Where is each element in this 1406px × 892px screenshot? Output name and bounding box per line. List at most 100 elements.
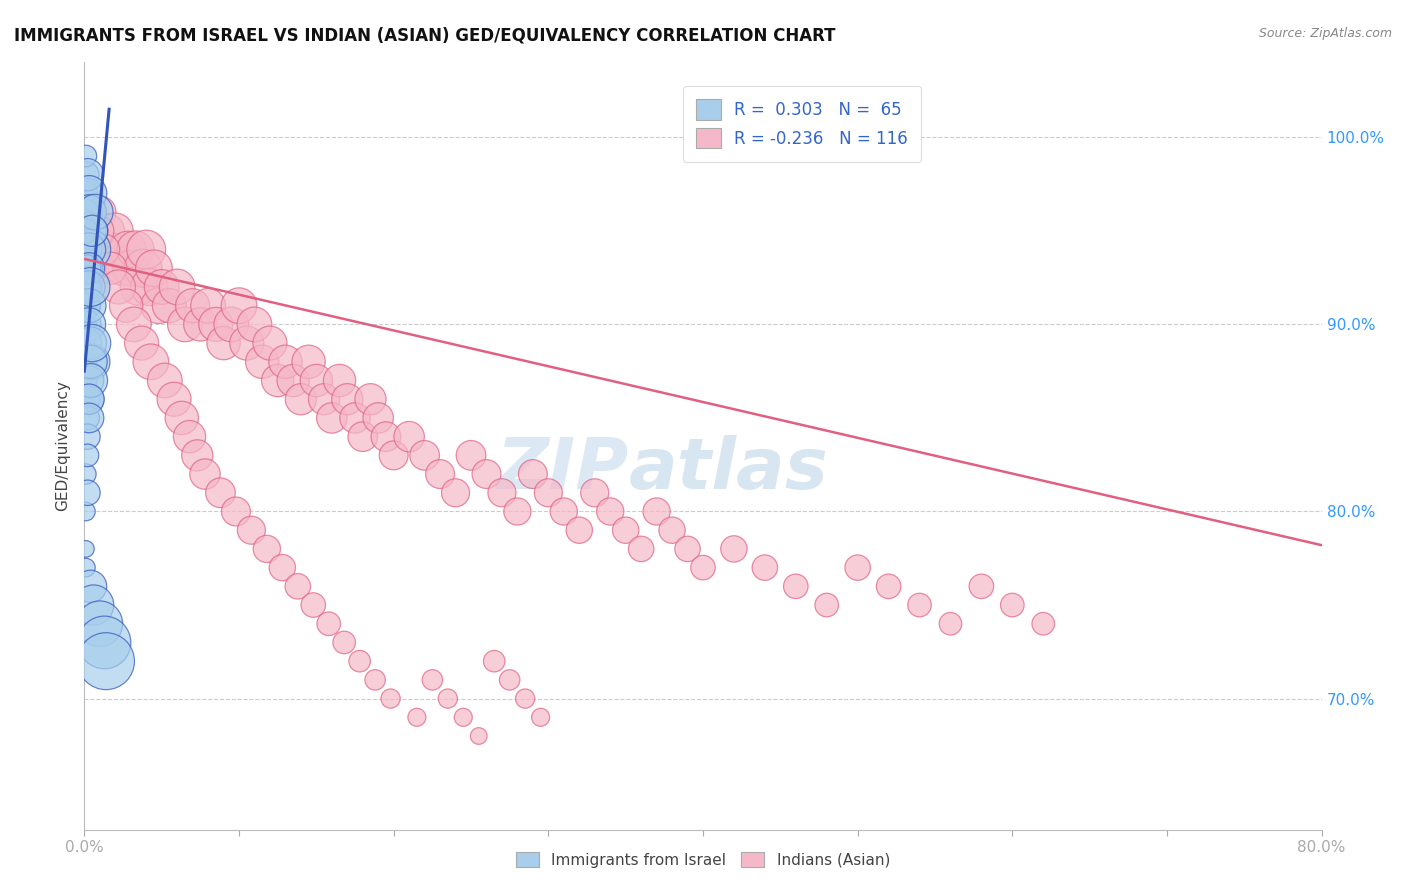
Point bbox=[1032, 616, 1054, 631]
Point bbox=[846, 560, 869, 574]
Point bbox=[429, 467, 451, 481]
Point bbox=[312, 392, 335, 407]
Point bbox=[75, 504, 97, 518]
Point bbox=[76, 448, 98, 462]
Point bbox=[76, 186, 98, 201]
Point bbox=[75, 299, 97, 313]
Point bbox=[75, 168, 97, 182]
Point bbox=[77, 224, 100, 238]
Point bbox=[360, 392, 382, 407]
Point bbox=[79, 336, 101, 351]
Point bbox=[79, 374, 101, 388]
Point bbox=[77, 224, 100, 238]
Point bbox=[93, 635, 115, 649]
Point bbox=[970, 579, 993, 593]
Point bbox=[661, 523, 683, 537]
Point bbox=[529, 710, 551, 724]
Point bbox=[754, 560, 776, 574]
Point bbox=[127, 280, 149, 294]
Point bbox=[77, 299, 100, 313]
Point bbox=[77, 318, 100, 332]
Point bbox=[287, 579, 309, 593]
Point bbox=[398, 430, 420, 444]
Point bbox=[76, 336, 98, 351]
Point bbox=[305, 374, 328, 388]
Point bbox=[614, 523, 637, 537]
Point bbox=[75, 467, 97, 481]
Point bbox=[76, 243, 98, 257]
Point bbox=[75, 205, 97, 219]
Point bbox=[75, 374, 97, 388]
Point bbox=[297, 355, 319, 369]
Point bbox=[77, 411, 100, 425]
Point bbox=[302, 598, 325, 612]
Point bbox=[76, 318, 98, 332]
Point bbox=[343, 411, 366, 425]
Point bbox=[76, 261, 98, 276]
Point bbox=[815, 598, 838, 612]
Point bbox=[135, 243, 157, 257]
Point bbox=[484, 654, 506, 668]
Point bbox=[76, 261, 98, 276]
Point bbox=[267, 374, 290, 388]
Point bbox=[77, 186, 100, 201]
Point bbox=[243, 318, 266, 332]
Point bbox=[367, 411, 389, 425]
Point bbox=[179, 430, 201, 444]
Point bbox=[380, 691, 402, 706]
Point bbox=[91, 261, 114, 276]
Point bbox=[153, 374, 176, 388]
Point bbox=[1001, 598, 1024, 612]
Point bbox=[101, 243, 124, 257]
Point bbox=[174, 318, 197, 332]
Point bbox=[290, 392, 312, 407]
Point bbox=[107, 280, 129, 294]
Point bbox=[75, 541, 97, 556]
Point bbox=[120, 261, 142, 276]
Point bbox=[76, 430, 98, 444]
Point bbox=[256, 541, 278, 556]
Point bbox=[112, 261, 135, 276]
Point bbox=[259, 336, 281, 351]
Legend: Immigrants from Israel, Indians (Asian): Immigrants from Israel, Indians (Asian) bbox=[509, 844, 897, 875]
Point bbox=[444, 485, 467, 500]
Point bbox=[75, 261, 97, 276]
Point bbox=[75, 243, 97, 257]
Point bbox=[645, 504, 668, 518]
Point bbox=[79, 280, 101, 294]
Point bbox=[87, 224, 110, 238]
Point bbox=[188, 318, 211, 332]
Point bbox=[453, 710, 475, 724]
Point bbox=[352, 430, 374, 444]
Point bbox=[79, 243, 101, 257]
Point bbox=[460, 448, 482, 462]
Point bbox=[692, 560, 714, 574]
Point bbox=[76, 299, 98, 313]
Point bbox=[723, 541, 745, 556]
Point bbox=[77, 280, 100, 294]
Point bbox=[75, 149, 97, 163]
Point bbox=[79, 579, 101, 593]
Point bbox=[82, 336, 104, 351]
Point bbox=[96, 224, 118, 238]
Point bbox=[336, 392, 359, 407]
Point bbox=[170, 411, 193, 425]
Point bbox=[82, 355, 104, 369]
Point bbox=[76, 261, 98, 276]
Text: Source: ZipAtlas.com: Source: ZipAtlas.com bbox=[1258, 27, 1392, 40]
Point bbox=[150, 280, 173, 294]
Point bbox=[76, 205, 98, 219]
Point bbox=[235, 336, 259, 351]
Point bbox=[75, 318, 97, 332]
Point bbox=[75, 318, 97, 332]
Point bbox=[76, 168, 98, 182]
Point bbox=[515, 691, 537, 706]
Point bbox=[785, 579, 807, 593]
Point bbox=[321, 411, 343, 425]
Point bbox=[228, 299, 250, 313]
Point bbox=[274, 355, 297, 369]
Point bbox=[194, 467, 217, 481]
Point bbox=[475, 467, 498, 481]
Point bbox=[205, 318, 228, 332]
Point bbox=[364, 673, 387, 687]
